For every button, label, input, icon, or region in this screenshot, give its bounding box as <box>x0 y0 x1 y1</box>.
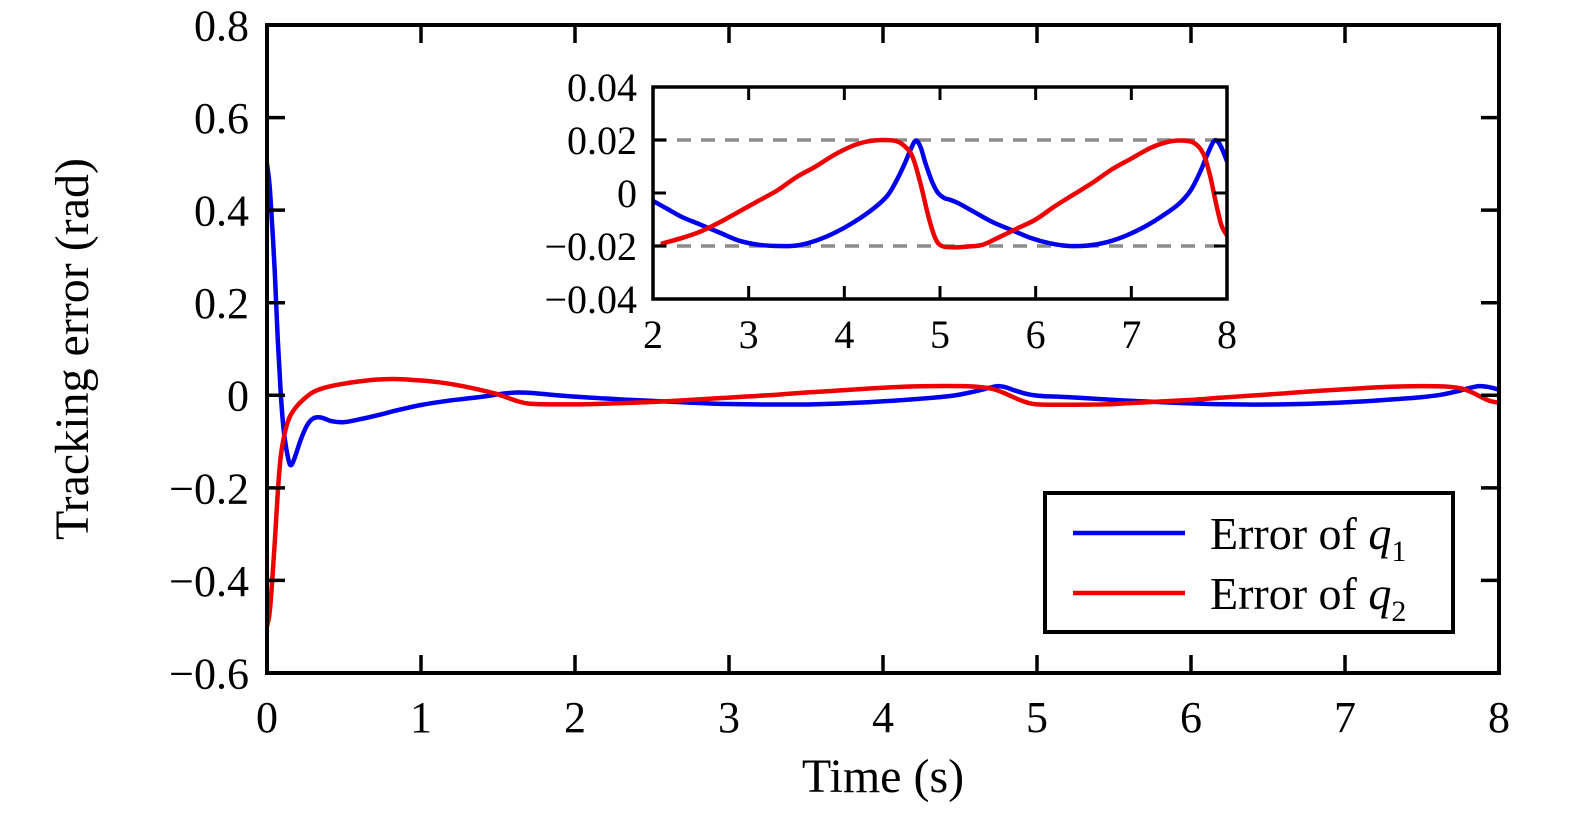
legend-label-q2: Error of q2 <box>1210 568 1406 628</box>
main-curve-q2 <box>267 376 1499 629</box>
main-y-tick-label: −0.4 <box>169 557 249 606</box>
inset-x-tick-label: 6 <box>1026 312 1046 357</box>
inset-plot: 2 3 4 5 6 7 8 −0.04 −0.02 0 0.02 0.04 <box>544 65 1237 357</box>
inset-y-tick-label: −0.02 <box>544 224 637 269</box>
main-x-tick-label: 6 <box>1180 693 1202 742</box>
inset-curve-q1 <box>653 137 1227 249</box>
x-axis-title: Time (s) <box>802 750 964 803</box>
main-y-tick-label: −0.6 <box>169 649 249 698</box>
inset-x-tick-label: 4 <box>834 312 854 357</box>
inset-curve-q2 <box>660 137 1227 250</box>
main-x-tick-label: 5 <box>1026 693 1048 742</box>
main-y-tick-label: 0.2 <box>194 279 249 328</box>
main-x-tick-label: 2 <box>564 693 586 742</box>
main-x-tick-label: 0 <box>256 693 278 742</box>
main-y-tick-label: 0.8 <box>194 1 249 50</box>
main-y-tick-label: 0.4 <box>194 187 249 236</box>
legend-box <box>1043 491 1455 634</box>
main-y-tick-label: 0.6 <box>194 94 249 143</box>
main-curve-q1 <box>267 161 1499 468</box>
main-x-tick-label: 8 <box>1488 693 1510 742</box>
main-x-tick-label: 7 <box>1334 693 1356 742</box>
main-x-tick-label: 3 <box>718 693 740 742</box>
legend-label-q1: Error of q1 <box>1210 508 1406 568</box>
y-axis-title: Tracking error (rad) <box>46 158 99 540</box>
inset-y-tick-label: 0 <box>617 171 637 216</box>
inset-x-tick-label: 7 <box>1121 312 1141 357</box>
main-plot: 0 1 2 3 4 5 6 7 8 −0.6 −0.4 −0.2 0 0.2 0.4 0.6 0.8 Time (… <box>46 1 1510 803</box>
main-x-tick-label: 4 <box>872 693 894 742</box>
inset-x-tick-label: 3 <box>739 312 759 357</box>
main-y-tick-label: −0.2 <box>169 464 249 513</box>
inset-y-tick-label: −0.04 <box>544 277 637 322</box>
inset-x-tick-label: 5 <box>930 312 950 357</box>
inset-x-tick-label: 2 <box>643 312 663 357</box>
inset-y-tick-label: 0.04 <box>567 65 637 110</box>
inset-y-tick-label: 0.02 <box>567 118 637 163</box>
main-x-tick-label: 1 <box>410 693 432 742</box>
inset-x-tick-label: 8 <box>1217 312 1237 357</box>
main-y-tick-label: 0 <box>227 372 249 421</box>
